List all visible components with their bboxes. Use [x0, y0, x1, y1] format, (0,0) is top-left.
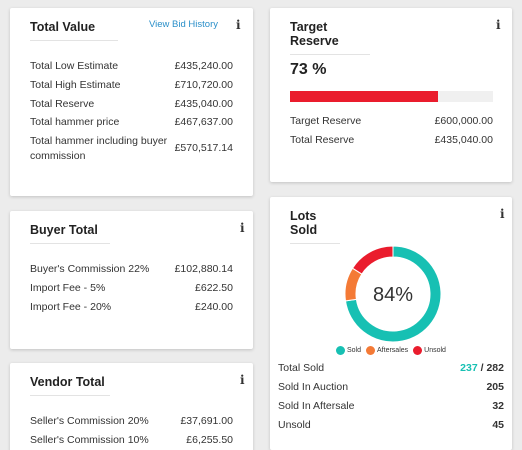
- legend-item-unsold[interactable]: Unsold: [413, 346, 446, 355]
- row-label: Unsold: [278, 419, 311, 431]
- sold-in-aftersale-row: Sold In Aftersale 32: [278, 399, 504, 413]
- row-label: Total hammer price: [30, 116, 120, 128]
- row-label: Total Reserve: [290, 134, 355, 146]
- vendor-total-info-icon[interactable]: i: [240, 373, 245, 387]
- row-label: Total hammer including buyer: [30, 135, 168, 147]
- seller-commission-20-row: Seller's Commission 20% £37,691.00: [30, 414, 233, 428]
- buyer-total-info-icon[interactable]: i: [240, 221, 245, 235]
- target-reserve-info-icon[interactable]: i: [496, 18, 501, 32]
- row-value: £622.50: [195, 282, 233, 294]
- row-value: £435,240.00: [174, 60, 233, 72]
- total-sold-value: 237 / 282: [460, 361, 504, 375]
- row-label: Import Fee - 20%: [30, 301, 112, 313]
- legend-swatch-sold: [336, 346, 345, 355]
- row-value: £600,000.00: [434, 115, 493, 127]
- row-label: Total Reserve: [30, 98, 95, 110]
- total-lots-count: 282: [486, 362, 504, 374]
- legend-swatch-unsold: [413, 346, 423, 355]
- total-high-estimate-row: Total High Estimate £710,720.00: [30, 78, 233, 92]
- total-value-card: Total Value View Bid History i Total Low…: [10, 8, 253, 196]
- buyer-commission-row: Buyer's Commission 22% £102,880.14: [30, 262, 233, 276]
- total-sold-row: Total Sold 237 / 282: [278, 361, 504, 375]
- row-value: 45: [492, 419, 504, 431]
- import-fee-20-row: Import Fee - 20% £240.00: [30, 300, 233, 314]
- row-value: 32: [492, 400, 504, 412]
- row-value: 205: [486, 381, 504, 393]
- target-reserve-row: Target Reserve £600,000.00: [290, 114, 493, 128]
- total-value-title: Total Value: [30, 20, 118, 41]
- lots-sold-donut-chart: 84%: [344, 245, 442, 343]
- row-label: Seller's Commission 20%: [30, 415, 149, 427]
- buyer-total-title: Buyer Total: [30, 223, 110, 244]
- row-label-continued: commission: [30, 150, 86, 162]
- row-value: £102,880.14: [174, 263, 233, 275]
- lots-sold-info-icon[interactable]: i: [500, 207, 505, 221]
- row-label: Sold In Auction: [278, 381, 349, 393]
- row-value: £6,255.50: [186, 434, 233, 446]
- legend-label: Aftersales: [377, 347, 409, 354]
- row-label: Target Reserve: [290, 115, 362, 127]
- total-value-info-icon[interactable]: i: [236, 18, 241, 32]
- reserve-progress-track: [290, 91, 493, 102]
- row-label: Total Sold: [278, 362, 325, 374]
- lots-sold-title: Lots Sold: [290, 209, 340, 244]
- lots-sold-card: Lots Sold i 84% Sold Aftersales Unsold T…: [270, 197, 512, 450]
- row-value: £467,637.00: [174, 116, 233, 128]
- row-label: Import Fee - 5%: [30, 282, 106, 294]
- legend-item-sold[interactable]: Sold: [336, 346, 361, 355]
- target-reserve-card: Target Reserve i 73 % Target Reserve £60…: [270, 8, 512, 182]
- donut-center-label: 84%: [373, 284, 413, 306]
- row-value: £240.00: [195, 301, 233, 313]
- row-value: £570,517.14: [174, 142, 233, 154]
- legend-label: Sold: [347, 347, 362, 354]
- donut-slice-aftersales[interactable]: [344, 267, 363, 302]
- vendor-total-title: Vendor Total: [30, 375, 110, 396]
- legend-item-aftersales[interactable]: Aftersales: [366, 346, 408, 355]
- total-sold-separator: /: [477, 362, 487, 374]
- total-hammer-price-row: Total hammer price £467,637.00: [30, 115, 233, 129]
- total-sold-count: 237: [460, 362, 478, 374]
- total-low-estimate-row: Total Low Estimate £435,240.00: [30, 59, 233, 73]
- row-label: Seller's Commission 10%: [30, 434, 149, 446]
- donut-legend: Sold Aftersales Unsold: [336, 346, 446, 355]
- row-value: £710,720.00: [174, 79, 233, 91]
- row-value: £435,040.00: [434, 134, 493, 146]
- reserve-progress-fill: [290, 91, 439, 102]
- row-value: £37,691.00: [180, 415, 233, 427]
- unsold-row: Unsold 45: [278, 418, 504, 432]
- row-label: Total High Estimate: [30, 79, 121, 91]
- row-value: £435,040.00: [174, 98, 233, 110]
- reserve-percent: 73 %: [290, 61, 327, 78]
- total-reserve-row: Total Reserve £435,040.00: [30, 97, 233, 111]
- row-label: Total Low Estimate: [30, 60, 119, 72]
- total-hammer-buyer-commission-row: Total hammer including buyer commission …: [30, 134, 233, 164]
- row-label: Buyer's Commission 22%: [30, 263, 150, 275]
- legend-swatch-aftersales: [366, 346, 376, 355]
- buyer-total-card: Buyer Total i Buyer's Commission 22% £10…: [10, 211, 253, 349]
- view-bid-history-link[interactable]: View Bid History: [149, 19, 218, 30]
- seller-commission-10-row: Seller's Commission 10% £6,255.50: [30, 433, 233, 447]
- target-reserve-title: Target Reserve: [290, 20, 370, 55]
- donut-slice-unsold[interactable]: [351, 245, 394, 275]
- legend-label: Unsold: [424, 347, 446, 354]
- vendor-total-card: Vendor Total i Seller's Commission 20% £…: [10, 363, 253, 450]
- total-reserve-row: Total Reserve £435,040.00: [290, 133, 493, 147]
- sold-in-auction-row: Sold In Auction 205: [278, 380, 504, 394]
- import-fee-5-row: Import Fee - 5% £622.50: [30, 281, 233, 295]
- row-label: Sold In Aftersale: [278, 400, 355, 412]
